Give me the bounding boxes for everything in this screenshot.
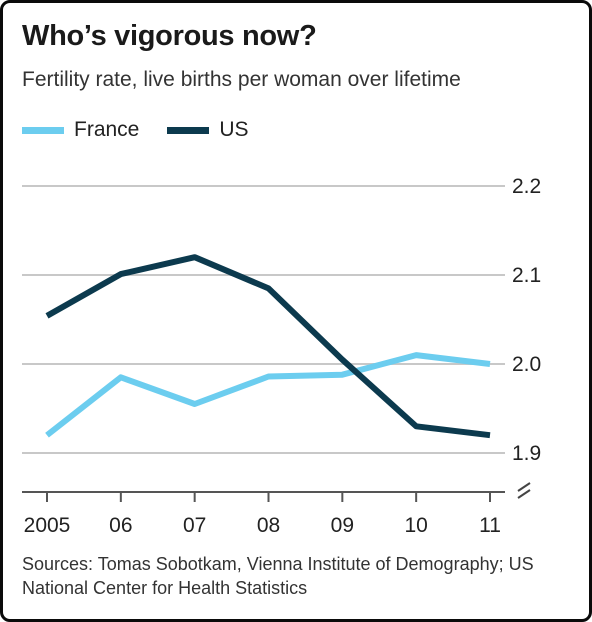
legend-swatch-france — [22, 126, 64, 134]
x-tick-label: 06 — [109, 514, 132, 537]
chart-subtitle: Fertility rate, live births per woman ov… — [22, 68, 461, 91]
legend-label-us: US — [219, 118, 249, 141]
x-tick-label: 07 — [183, 514, 206, 537]
series-line-us — [45, 254, 491, 439]
y-tick-label: 2.2 — [512, 175, 541, 198]
axis-break-stroke — [517, 489, 531, 499]
legend: France US — [22, 118, 277, 142]
source-note: Sources: Tomas Sobotkam, Vienna Institut… — [22, 554, 534, 598]
axis-break-marker — [517, 482, 531, 499]
legend-label-france: France — [74, 118, 140, 141]
series-line-france — [45, 352, 491, 438]
x-tick-label: 09 — [331, 514, 354, 537]
legend-swatch-us — [167, 126, 210, 134]
x-tick-label: 10 — [404, 514, 427, 537]
legend-item-us: US — [167, 118, 249, 142]
chart-title: Who’s vigorous now? — [22, 20, 317, 52]
x-tick-label: 11 — [479, 514, 501, 537]
axis-break-stroke — [517, 482, 531, 492]
y-tick-label: 1.9 — [512, 442, 541, 465]
x-tick-label: 2005 — [24, 514, 71, 537]
y-tick-label: 2.0 — [512, 353, 541, 376]
x-tick-label: 08 — [257, 514, 280, 537]
y-tick-label: 2.1 — [512, 264, 541, 287]
legend-item-france: France — [22, 118, 139, 142]
